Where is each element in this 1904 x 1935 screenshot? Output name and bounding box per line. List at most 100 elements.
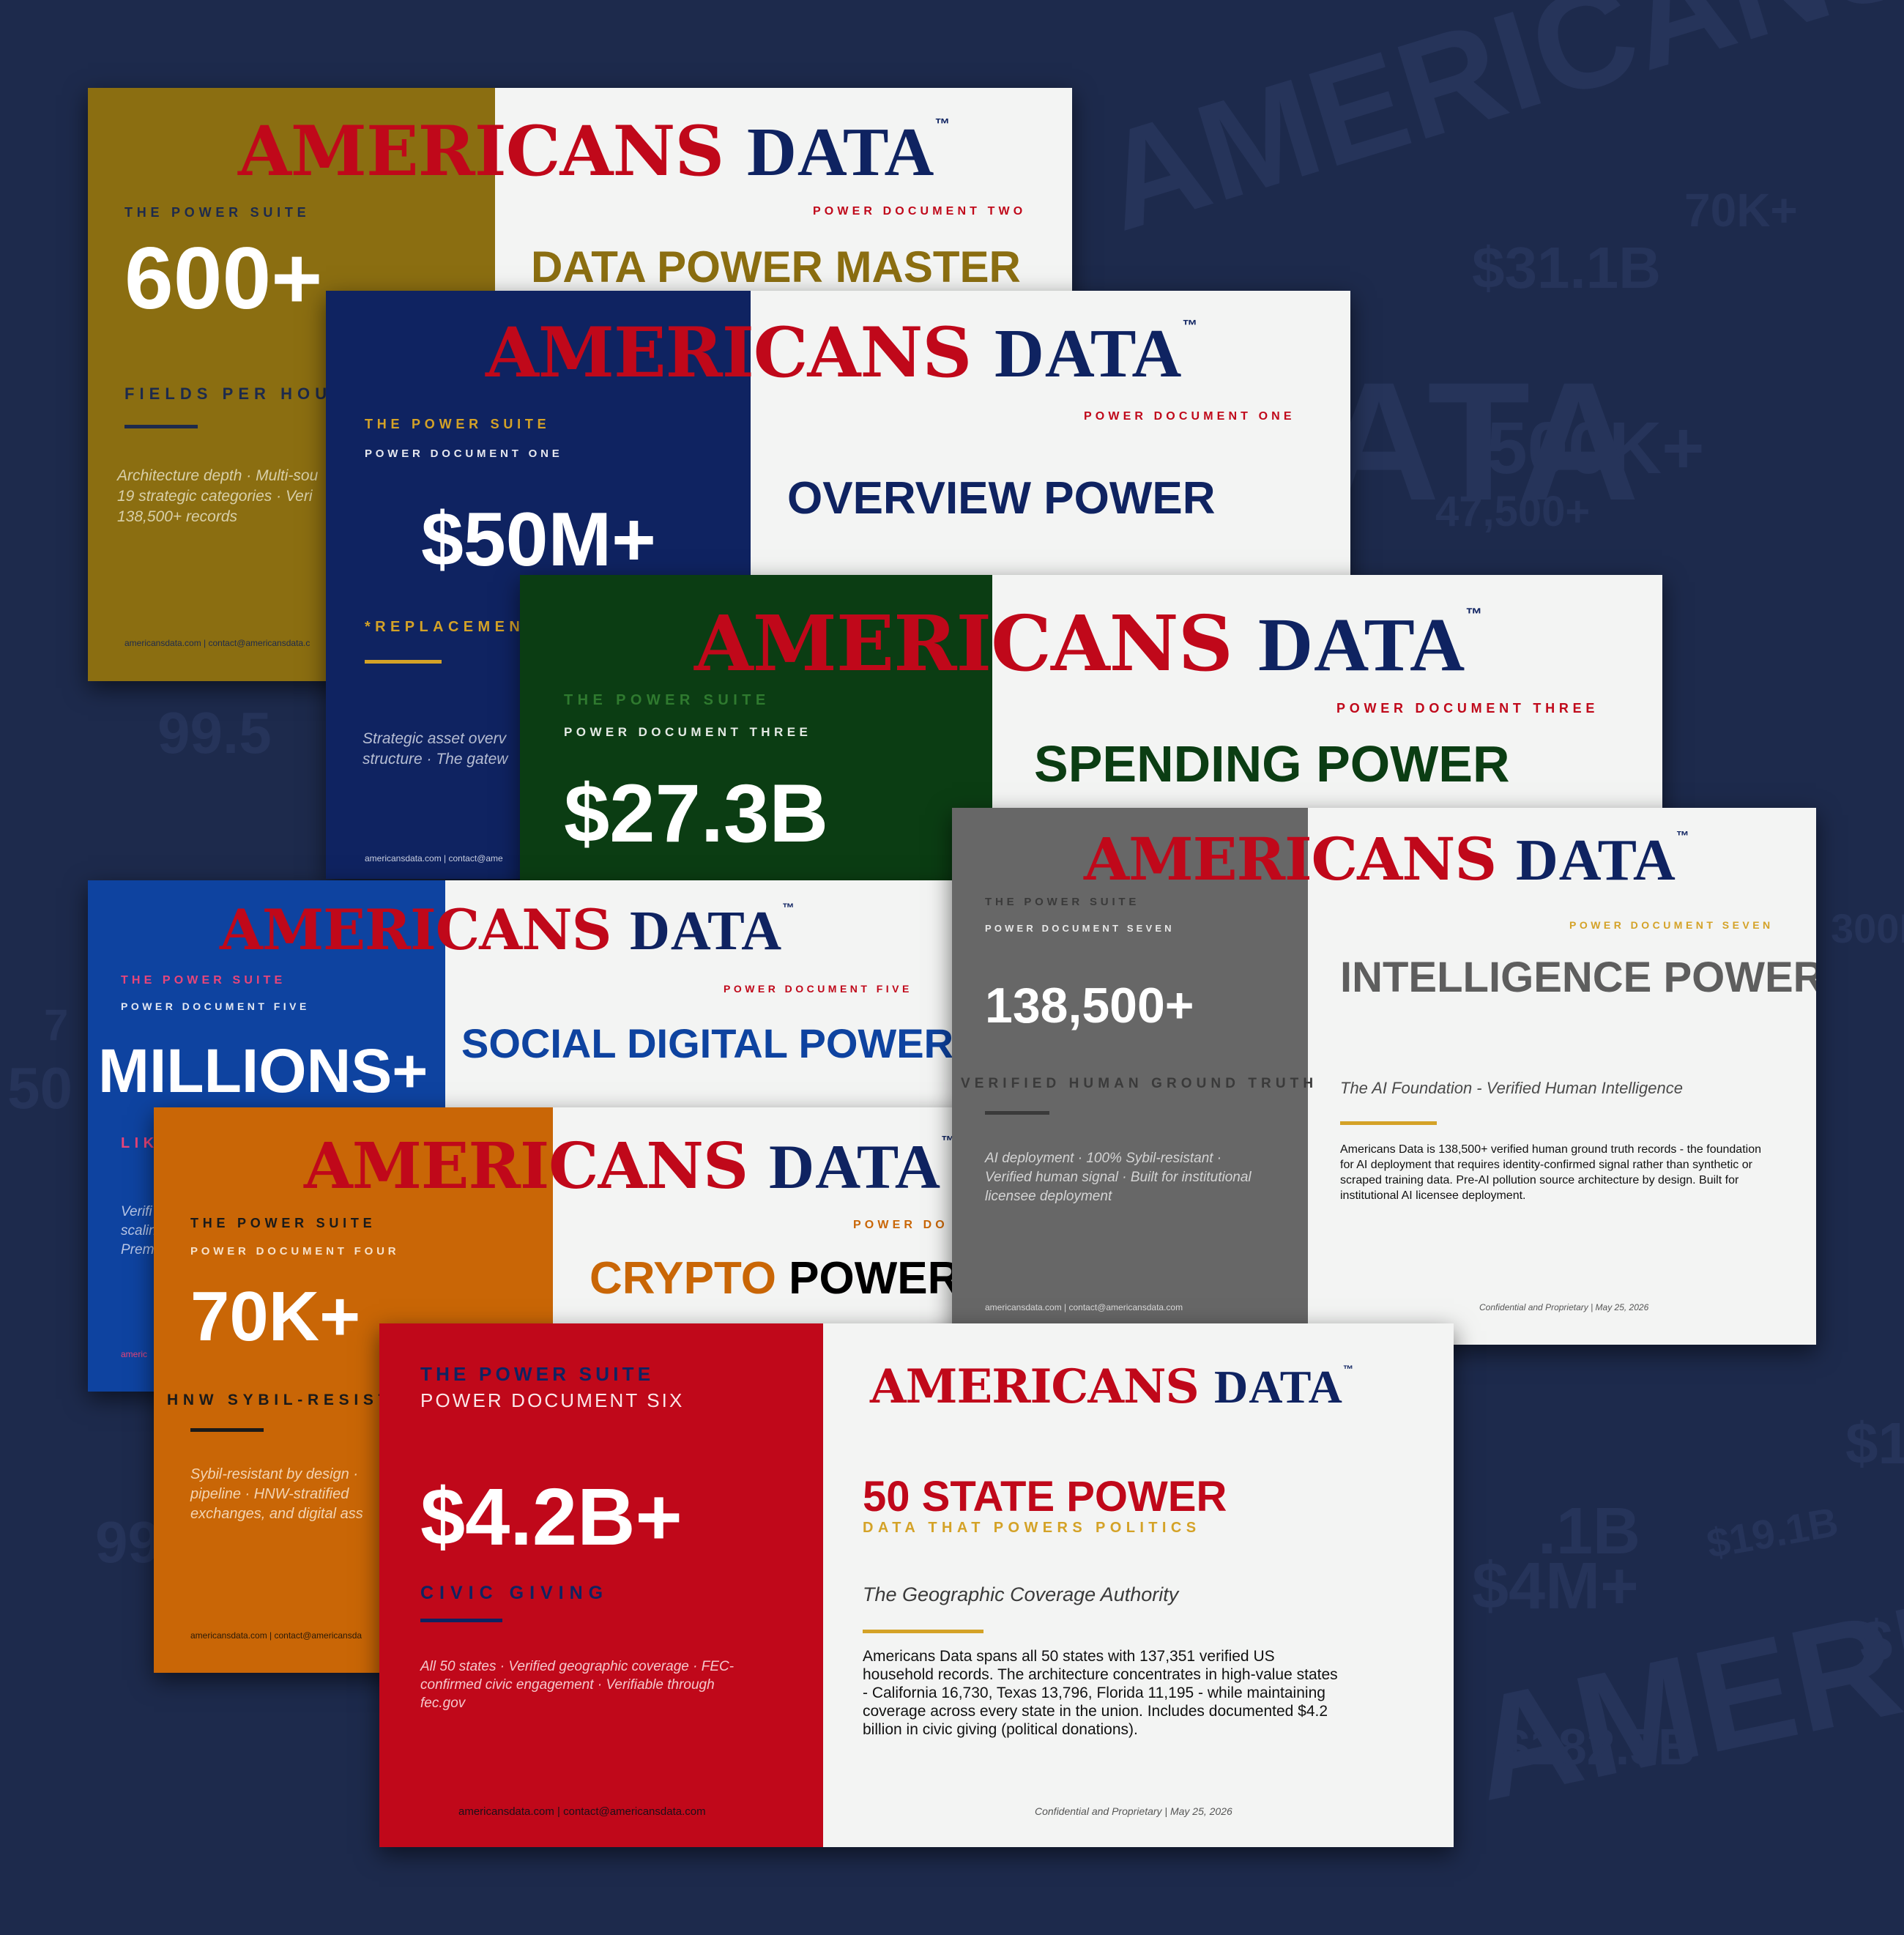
doc-title: 50 STATE POWER <box>863 1473 1227 1520</box>
doc-title: INTELLIGENCE POWER <box>1340 954 1816 1001</box>
brand-logo: AMERICANS DATA™ <box>486 313 1197 393</box>
doc-label: POWER DOCUMENT ONE <box>1084 410 1295 423</box>
body-line: coverage across every state in the union… <box>863 1703 1328 1720</box>
divider <box>124 425 198 428</box>
doc-label: POWER DOCUMENT SEVEN <box>1569 919 1774 931</box>
watermark-47500: 47,500+ <box>1435 488 1591 535</box>
desc-line: scalin <box>121 1223 157 1238</box>
desc-line: Prem <box>121 1242 155 1258</box>
divider-accent <box>863 1630 983 1633</box>
suite-label: THE POWER SUITE <box>564 692 770 708</box>
body-line: Americans Data is 138,500+ verified huma… <box>1340 1143 1761 1156</box>
footer-contact: americansdata.com | contact@americansdat… <box>985 1302 1183 1312</box>
watermark-19b: $19.1B <box>1703 1498 1842 1567</box>
stat-caption: FIELDS PER HOUS <box>124 385 348 403</box>
doc-label: POWER DOCUMENT FIVE <box>724 983 912 995</box>
doc-label-left: POWER DOCUMENT SEVEN <box>985 923 1175 934</box>
watermark-4m: $4M+ <box>1472 1550 1639 1623</box>
desc-line: confirmed civic engagement · Verifiable … <box>420 1677 715 1693</box>
divider <box>420 1619 502 1622</box>
doc-title-crypto: CRYPTO <box>590 1253 776 1304</box>
divider-accent <box>1340 1121 1437 1125</box>
watermark-1b: .1B <box>1538 1495 1641 1568</box>
watermark-31b: $31.1B <box>1472 235 1661 300</box>
watermark-500k: 500K+ <box>1487 407 1705 489</box>
suite-label: THE POWER SUITE <box>124 205 310 220</box>
stat-caption: CIVIC GIVING <box>420 1583 609 1603</box>
desc-line: licensee deployment <box>985 1189 1112 1204</box>
stat-value: 70K+ <box>190 1277 361 1356</box>
watermark-99b: 99 <box>95 1509 160 1575</box>
watermark-ata: ATA <box>1318 347 1640 535</box>
doc-label-left: POWER DOCUMENT SIX <box>420 1389 685 1411</box>
stat-caption: *REPLACEMEN <box>365 619 525 635</box>
footer-contact: americ <box>121 1349 148 1359</box>
watermark-dollar: $ <box>1860 1608 1893 1674</box>
watermark-70k: 70K+ <box>1684 184 1798 237</box>
watermark-300k: 300K <box>1831 905 1904 951</box>
desc-line: exchanges, and digital ass <box>190 1506 363 1522</box>
stat-value: $4.2B+ <box>420 1472 683 1562</box>
desc-line: All 50 states · Verified geographic cove… <box>420 1659 735 1674</box>
stat-value: MILLIONS+ <box>98 1036 428 1105</box>
doc-title: SOCIAL DIGITAL POWER <box>461 1020 954 1066</box>
footer-confidential: Confidential and Proprietary | May 25, 2… <box>1479 1302 1649 1312</box>
footer-confidential: Confidential and Proprietary | May 25, 2… <box>1035 1805 1232 1817</box>
desc-line: Strategic asset overv <box>362 730 507 747</box>
tagline: The AI Foundation - Verified Human Intel… <box>1340 1079 1683 1097</box>
desc-line: AI deployment · 100% Sybil-resistant · <box>985 1151 1222 1166</box>
stat-caption: LIK <box>121 1135 159 1151</box>
brand-logo: AMERICANS DATA™ <box>1084 825 1689 894</box>
doc-label: POWER DOCUMENT THREE <box>1336 701 1599 716</box>
body-line: for AI deployment that requires identity… <box>1340 1159 1752 1171</box>
watermark-182b: $182.5B <box>1501 1718 1695 1775</box>
footer-contact: americansdata.com | contact@americansdat… <box>458 1805 706 1818</box>
desc-line: fec.gov <box>420 1696 466 1711</box>
card-power-document-six[interactable]: AMERICANS DATA™ THE POWER SUITE POWER DO… <box>379 1323 1454 1847</box>
stat-value: 600+ <box>124 229 323 327</box>
desc-line: 19 strategic categories · Veri <box>117 488 313 505</box>
brand-logo: AMERICANS DATA™ <box>220 897 795 962</box>
doc-label: POWER DO <box>853 1219 948 1231</box>
watermark-7: 7 <box>44 1000 69 1050</box>
desc-line: Architecture depth · Multi-sou <box>117 467 319 484</box>
card-power-document-seven[interactable]: AMERICANS DATA™ THE POWER SUITE POWER DO… <box>952 808 1816 1345</box>
desc-line: pipeline · HNW-stratified <box>190 1486 349 1502</box>
body-line: institutional AI licensee deployment. <box>1340 1189 1526 1202</box>
footer-contact: americansdata.com | contact@ame <box>365 853 503 863</box>
brand-logo: AMERICANS DATA™ <box>304 1129 955 1203</box>
doc-subtitle: DATA THAT POWERS POLITICS <box>863 1520 1201 1536</box>
card-left-panel <box>379 1323 823 1847</box>
doc-label-left: POWER DOCUMENT FIVE <box>121 1000 310 1012</box>
doc-label-left: POWER DOCUMENT FOUR <box>190 1245 400 1258</box>
desc-line: structure · The gatew <box>362 751 508 768</box>
watermark-1: $1 <box>1845 1411 1904 1476</box>
body-line: Americans Data spans all 50 states with … <box>863 1648 1275 1665</box>
suite-label: THE POWER SUITE <box>190 1216 376 1230</box>
doc-title: OVERVIEW POWER <box>787 473 1216 524</box>
desc-line: 138,500+ records <box>117 508 238 525</box>
body-line: - California 16,730, Texas 13,796, Flori… <box>863 1685 1325 1701</box>
suite-label: THE POWER SUITE <box>121 974 286 987</box>
brand-logo: AMERICANS DATA™ <box>870 1359 1353 1414</box>
doc-title: CRYPTO POWER <box>590 1252 960 1304</box>
watermark-50: 50 <box>7 1055 72 1121</box>
suite-label: THE POWER SUITE <box>365 417 551 431</box>
tagline: The Geographic Coverage Authority <box>863 1583 1179 1605</box>
stat-value: $27.3B <box>564 768 829 859</box>
body-line: scraped training data. Pre-AI pollution … <box>1340 1174 1739 1186</box>
doc-label-left: POWER DOCUMENT THREE <box>564 725 812 739</box>
divider <box>365 660 442 664</box>
stat-caption: HNW SYBIL-RESIST <box>167 1392 393 1408</box>
suite-label: THE POWER SUITE <box>420 1363 655 1385</box>
desc-line: Sybil-resistant by design · <box>190 1466 358 1482</box>
stat-caption: VERIFIED HUMAN GROUND TRUTH <box>961 1076 1318 1091</box>
doc-label-left: POWER DOCUMENT ONE <box>365 447 563 460</box>
stat-value: $50M+ <box>421 497 656 582</box>
footer-contact: americansdata.com | contact@americansdat… <box>124 638 310 648</box>
card-left-panel <box>952 808 1308 1345</box>
watermark-99: 99.5 <box>157 700 272 765</box>
stat-value: 138,500+ <box>985 978 1194 1033</box>
desc-line: Verified human signal · Built for instit… <box>985 1170 1252 1185</box>
doc-label: POWER DOCUMENT TWO <box>813 205 1027 218</box>
